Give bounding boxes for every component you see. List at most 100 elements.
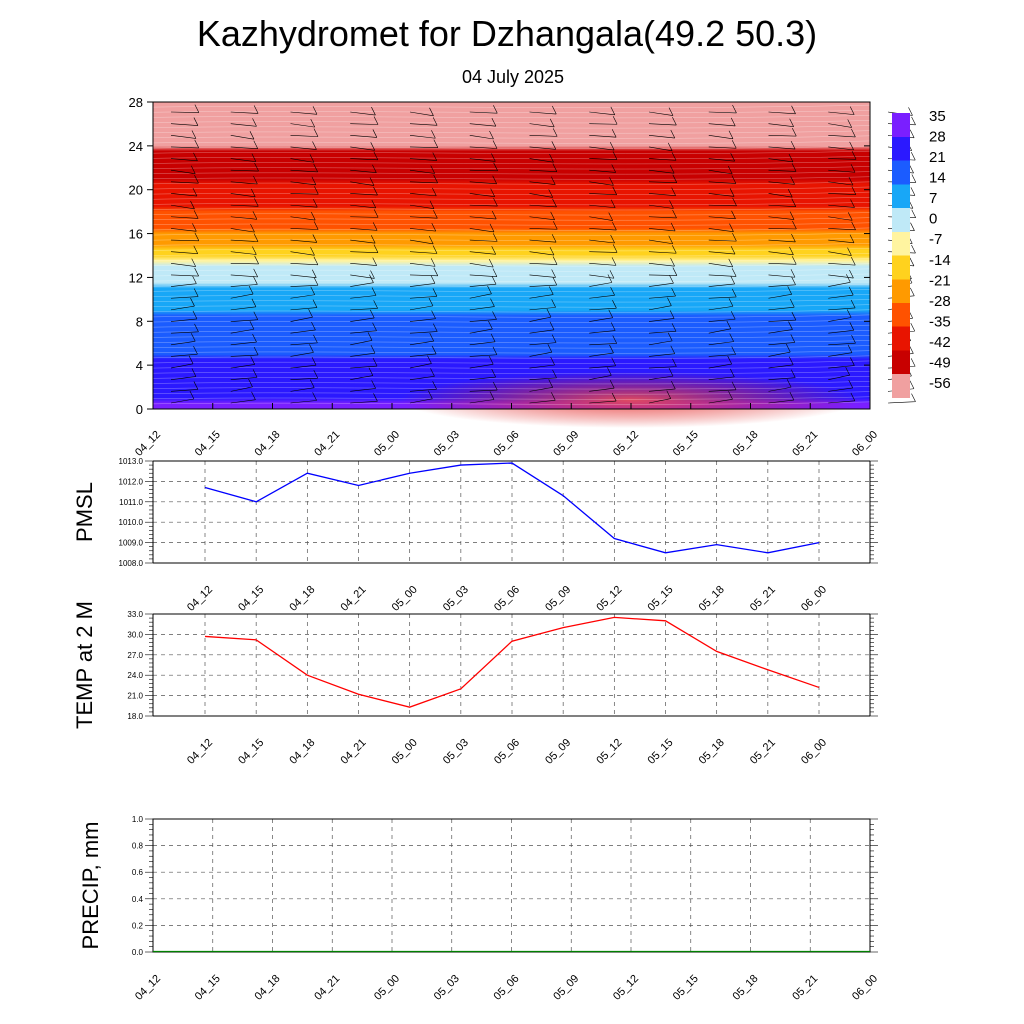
wind-barb <box>230 211 258 220</box>
wind-barb <box>529 246 555 256</box>
wind-barb <box>350 367 374 381</box>
wind-barb <box>828 221 856 231</box>
wind-barb <box>828 344 853 357</box>
wind-barb <box>350 322 377 334</box>
y-tick-label: 28 <box>129 95 143 110</box>
wind-barb <box>350 177 375 186</box>
wind-barb <box>170 152 198 162</box>
x-tick-label: 04_18 <box>253 429 283 459</box>
contour-line <box>152 115 871 119</box>
wind-barb <box>708 140 737 149</box>
x-tick-label: 05_03 <box>441 584 471 614</box>
colorbar-label: -28 <box>929 293 951 310</box>
x-tick-label: 04_15 <box>236 584 266 614</box>
wind-barb <box>708 175 737 184</box>
y-tick-label: 12 <box>129 270 143 285</box>
wind-barb <box>469 311 497 322</box>
wind-barb <box>170 297 195 311</box>
wind-barb <box>648 235 674 245</box>
y-axis-label: PRECIP, mm <box>78 822 103 950</box>
contour-line <box>152 186 871 190</box>
x-tick-label: 06_00 <box>799 584 829 614</box>
wind-barb <box>290 221 319 230</box>
wind-barb <box>589 322 616 334</box>
contour-line <box>152 232 871 236</box>
wind-barb <box>648 287 676 299</box>
wind-barb <box>768 105 796 115</box>
wind-barb <box>350 151 379 161</box>
wind-barb <box>170 232 200 242</box>
x-tick-label: 05_09 <box>543 737 573 767</box>
wind-barb <box>708 320 732 334</box>
x-tick-label: 05_00 <box>390 737 420 767</box>
wind-barb <box>290 256 319 266</box>
y-tick-label: 0.6 <box>132 868 144 877</box>
wind-barb <box>409 117 438 126</box>
wind-barb <box>529 256 558 265</box>
contour-line <box>152 299 871 303</box>
wind-barb <box>708 258 734 268</box>
wind-barb <box>768 269 796 278</box>
wind-barb <box>469 223 495 233</box>
wind-barb <box>409 174 438 184</box>
wind-barb <box>529 308 552 322</box>
wind-barb <box>589 344 614 357</box>
contour-line <box>152 386 871 390</box>
wind-barb <box>589 367 612 381</box>
wind-barb <box>648 222 676 232</box>
y-tick-label: 24 <box>129 139 143 154</box>
wind-barb <box>589 129 617 138</box>
x-tick-label: 05_21 <box>790 973 820 1003</box>
wind-barb <box>768 343 791 357</box>
colorbar-label: 35 <box>929 108 946 125</box>
colorbar-label: -42 <box>929 334 951 351</box>
wind-barb <box>469 381 498 392</box>
wind-barb <box>290 299 318 311</box>
contour-line <box>152 345 871 349</box>
wind-barb <box>170 355 194 369</box>
wind-barb <box>170 210 199 219</box>
colorbar-label: 28 <box>929 129 946 146</box>
wind-barb <box>708 275 735 287</box>
wind-barb <box>648 187 676 196</box>
colorbar-label: -49 <box>929 354 951 371</box>
y-tick-label: 16 <box>129 227 143 242</box>
wind-barb <box>230 391 256 404</box>
wind-barb <box>589 380 615 392</box>
x-tick-label: 05_18 <box>697 584 727 614</box>
wind-barb <box>469 130 494 140</box>
wind-barb <box>350 116 379 125</box>
wind-barb <box>589 257 617 266</box>
colorbar-label: 21 <box>929 149 946 166</box>
wind-barb <box>290 141 317 150</box>
wind-barb <box>828 119 853 128</box>
wind-barb <box>589 287 615 299</box>
contour-line <box>152 396 871 400</box>
colorbar-label: 7 <box>929 190 937 207</box>
x-tick-label: 05_09 <box>543 584 573 614</box>
y-tick-label: 0.8 <box>132 842 144 851</box>
wind-barb <box>170 165 196 174</box>
x-tick-label: 05_15 <box>671 973 701 1003</box>
wind-barb <box>708 165 733 175</box>
contour-line <box>152 248 871 252</box>
wind-barb <box>589 221 617 231</box>
wind-barb <box>708 104 737 114</box>
wind-barb <box>648 358 677 369</box>
wind-barb <box>828 256 856 266</box>
wind-barb <box>648 116 677 126</box>
x-tick-label: 05_03 <box>441 737 471 767</box>
wind-barb <box>828 247 852 256</box>
colorbar-label: -21 <box>929 272 951 289</box>
wind-barb <box>170 275 197 287</box>
contour-line <box>152 166 871 170</box>
wind-barb <box>469 188 495 197</box>
wind-barb <box>230 153 257 162</box>
x-tick-label: 05_06 <box>492 973 522 1003</box>
wind-barb <box>768 391 795 404</box>
y-tick-label: 1011.0 <box>119 498 143 507</box>
wind-barb <box>230 105 259 114</box>
wind-barb <box>230 321 255 334</box>
wind-barb <box>230 276 258 287</box>
wind-barb <box>589 244 618 253</box>
